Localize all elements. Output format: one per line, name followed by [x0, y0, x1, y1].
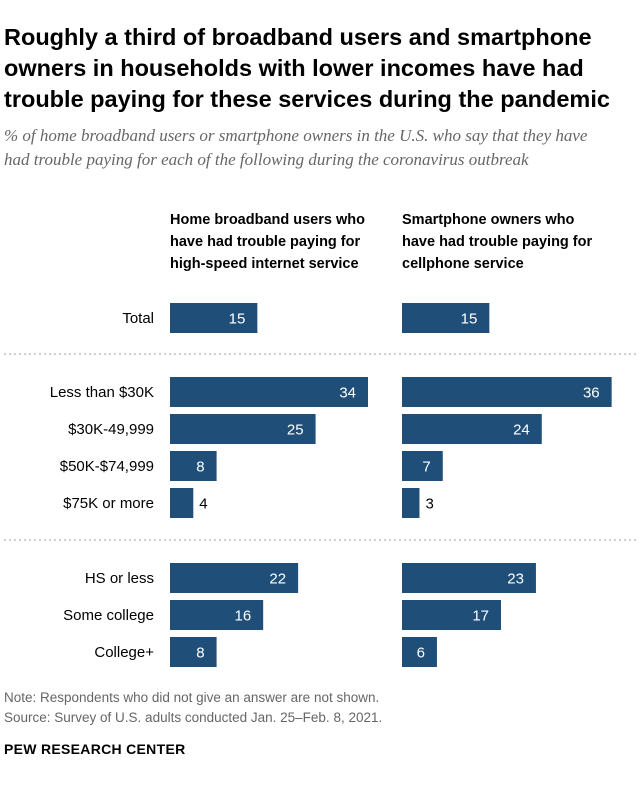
value-label-smartphone-some-college: 17: [472, 608, 489, 625]
series-header-smartphone: Smartphone owners who have had trouble p…: [402, 212, 593, 272]
value-label-broadband-hs-or-less: 22: [269, 571, 286, 588]
value-label-smartphone-30k-49-999: 24: [513, 422, 530, 439]
chart-subtitle: % of home broadband users or smartphone …: [4, 126, 588, 169]
bar-smartphone-college: [402, 637, 437, 667]
bar-broadband-some-college: [170, 600, 264, 630]
value-label-smartphone-50k-74-999: 7: [422, 459, 430, 476]
bar-broadband-75k-or-more: [170, 488, 194, 518]
bar-smartphone-some-college: [402, 600, 501, 630]
bar-smartphone-30k-49-999: [402, 414, 542, 444]
bar-broadband-college: [170, 637, 217, 667]
bar-smartphone-hs-or-less: [402, 563, 536, 593]
series-header-broadband: Home broadband users who have had troubl…: [170, 212, 365, 272]
note-text: Note: Respondents who did not give an an…: [4, 690, 380, 705]
category-label-less-than-30k: Less than $30K: [50, 384, 154, 401]
value-label-broadband-75k-or-more: 4: [199, 496, 207, 513]
bar-smartphone-50k-74-999: [402, 451, 443, 481]
bar-smartphone-less-than-30k: [402, 377, 612, 407]
value-label-smartphone-hs-or-less: 23: [507, 571, 524, 588]
bar-broadband-30k-49-999: [170, 414, 316, 444]
category-label-30k-49-999: $30K-49,999: [68, 421, 154, 438]
bar-smartphone-75k-or-more: [402, 488, 420, 518]
value-label-broadband-less-than-30k: 34: [339, 385, 356, 402]
value-label-broadband-total: 15: [229, 311, 246, 328]
bar-smartphone-total: [402, 303, 490, 333]
bar-broadband-hs-or-less: [170, 563, 299, 593]
category-label-hs-or-less: HS or less: [85, 570, 154, 587]
value-label-broadband-some-college: 16: [234, 608, 251, 625]
value-label-broadband-30k-49-999: 25: [287, 422, 304, 439]
category-label-some-college: Some college: [63, 607, 154, 624]
bar-broadband-total: [170, 303, 258, 333]
category-label-50k-74-999: $50K-$74,999: [60, 458, 154, 475]
value-label-smartphone-total: 15: [461, 311, 478, 328]
category-label-75k-or-more: $75K or more: [63, 495, 154, 512]
source-text: Source: Survey of U.S. adults conducted …: [4, 710, 383, 725]
bar-broadband-50k-74-999: [170, 451, 217, 481]
value-label-broadband-50k-74-999: 8: [196, 459, 204, 476]
bar-broadband-less-than-30k: [170, 377, 368, 407]
value-label-smartphone-75k-or-more: 3: [425, 496, 433, 513]
value-label-smartphone-college: 6: [417, 645, 425, 662]
category-label-total: Total: [122, 310, 154, 327]
category-label-college: College+: [94, 644, 154, 661]
chart-title: Roughly a third of broadband users and s…: [4, 24, 610, 112]
value-label-smartphone-less-than-30k: 36: [583, 385, 600, 402]
brand-logo-text: PEW RESEARCH CENTER: [4, 741, 186, 757]
value-label-broadband-college: 8: [196, 645, 204, 662]
